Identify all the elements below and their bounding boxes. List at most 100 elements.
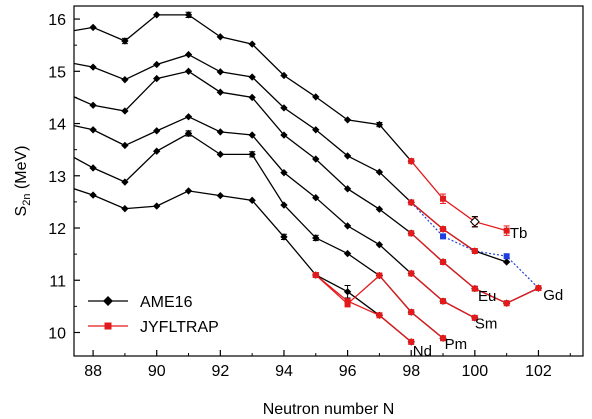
element-label-pm: Pm (445, 336, 468, 353)
ame16-point (248, 73, 256, 81)
jyfltrap-point (408, 230, 415, 237)
ame16-point (153, 60, 161, 69)
jyfltrap-point (471, 285, 478, 292)
element-label-eu: Eu (478, 288, 496, 305)
axes-layer: 88 90 92 94 96 98 100 102 10 11 12 13 14 15 16 (48, 12, 571, 380)
x-tick-label-88: 88 (84, 363, 102, 380)
ame16-point (280, 233, 288, 241)
element-label-gd: Gd (543, 287, 563, 304)
ame16-point (89, 164, 97, 172)
blue-dotted-line (410, 202, 539, 289)
ame16-point (184, 67, 193, 75)
ame16-point (375, 205, 384, 213)
jyfltrap-line-5 (315, 274, 412, 343)
ame16-point (153, 202, 161, 210)
ame16-point (153, 74, 161, 83)
ame16-point (216, 68, 225, 76)
ame16-point (89, 23, 97, 32)
ame16-point (248, 196, 256, 205)
x-tick-label-90: 90 (148, 363, 166, 380)
jyfltrap-point (376, 312, 383, 319)
ame16-point (184, 187, 193, 195)
jyfltrap-point (440, 226, 447, 233)
ame16-point (89, 126, 97, 134)
jyfltrap-point (376, 272, 383, 279)
blue-point (440, 233, 447, 240)
y-tick-label-12: 12 (48, 221, 66, 238)
jyfltrap-line-2 (410, 232, 539, 304)
ame16-point (121, 107, 129, 115)
jyfltrap-point (408, 158, 415, 165)
legend: AME16 JYFLTRAP (88, 294, 219, 336)
ame16-point (184, 50, 193, 59)
ame16-point (121, 141, 129, 150)
ame16-line-4 (74, 132, 444, 339)
y-tick-label-10: 10 (48, 325, 66, 342)
ame16-point (375, 120, 384, 129)
x-tick-label-94: 94 (275, 363, 293, 380)
jyfltrap-point (408, 338, 415, 345)
ame16-point (312, 93, 320, 101)
ame16-point (89, 191, 97, 199)
ame16-point (248, 93, 256, 102)
ame16-point (216, 33, 225, 41)
ame16-point (121, 205, 129, 213)
jyfltrap-point (503, 300, 510, 307)
jyfltrap-point (312, 272, 319, 279)
ame16-point (216, 150, 225, 159)
ame16-point (248, 131, 256, 139)
ame16-point (343, 288, 352, 296)
jyfltrap-point (503, 227, 510, 234)
jyfltrap-point (471, 314, 478, 321)
jyfltrap-point (408, 309, 415, 316)
ame16-line-3 (74, 115, 476, 319)
ame16-point (280, 104, 288, 112)
ame16-point (121, 37, 129, 45)
ame16-point (343, 116, 352, 124)
ame16-line-0 (74, 14, 412, 162)
ame16-point (312, 155, 320, 163)
jyfltrap-point (344, 298, 351, 305)
ame16-point (121, 178, 129, 186)
jyfltrap-point (440, 258, 447, 265)
jyfltrap-point (471, 248, 478, 254)
ame16-point (216, 88, 225, 96)
jyfltrap-point (440, 335, 447, 342)
ame16-point (89, 101, 97, 109)
x-tick-label-96: 96 (339, 363, 357, 380)
element-label-nd: Nd (413, 343, 432, 360)
ame16-line-2 (74, 70, 539, 304)
ame16-point (121, 75, 129, 84)
ame16-point (502, 258, 511, 266)
ame16-point (184, 113, 193, 121)
plot-frame (73, 5, 584, 357)
legend-ame16-label: AME16 (140, 294, 193, 311)
legend-ame16-marker (103, 296, 113, 306)
ame16-point (153, 127, 161, 135)
y-tick-label-14: 14 (48, 117, 66, 134)
x-axis-title: Neutron number N (263, 401, 395, 418)
ame16-point (216, 128, 225, 136)
legend-jyfltrap-marker (104, 322, 112, 330)
jyfltrap-line-0 (410, 160, 507, 232)
y-tick-label-16: 16 (48, 12, 66, 29)
ame16-point (153, 147, 161, 155)
ame16-point (343, 249, 352, 258)
legend-jyfltrap-label: JYFLTRAP (140, 319, 219, 336)
ame16-point (280, 71, 288, 80)
x-tick-label-92: 92 (211, 363, 229, 380)
element-labels: Tb Gd Eu Sm Pm Nd (413, 225, 563, 360)
y-tick-label-15: 15 (48, 64, 66, 81)
jyfltrap-point (440, 298, 447, 305)
x-tick-label-102: 102 (525, 363, 552, 380)
blue-point (503, 253, 510, 260)
y-axis-title: S2n (MeV) (13, 146, 33, 217)
ame16-point (312, 126, 320, 134)
element-label-tb: Tb (510, 225, 528, 242)
ame16-line-5 (74, 188, 412, 343)
ame16-point (216, 191, 225, 200)
ame16-point (89, 63, 97, 71)
y-tick-label-11: 11 (49, 273, 66, 290)
series-layer (74, 11, 543, 346)
